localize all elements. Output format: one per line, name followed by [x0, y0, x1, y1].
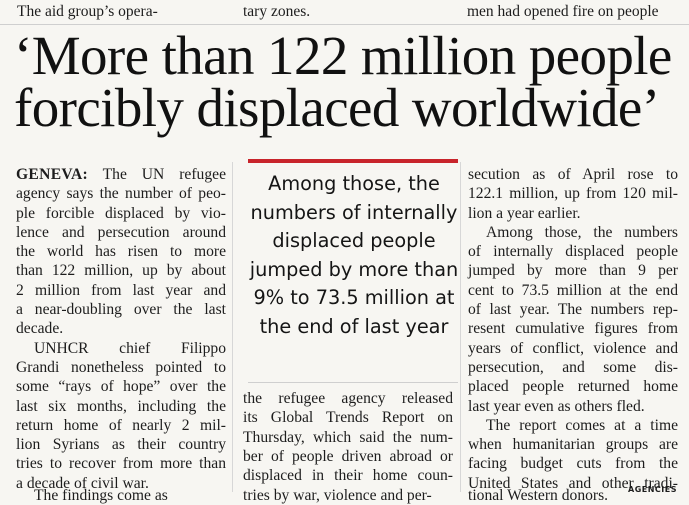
text-line: tries to recover from more than: [16, 455, 226, 473]
text-line: facing budget cuts from the: [468, 455, 678, 473]
para-1: GENEVA: The UN refugee: [16, 165, 226, 184]
text-line: placed people returned home: [468, 378, 678, 396]
text-line: Among those, the numbers: [486, 223, 678, 241]
text-line: secution as of April rose to: [468, 166, 678, 183]
text-line: decade.: [16, 320, 64, 338]
text-line: last year even as others fled.: [468, 397, 645, 415]
text-line: Grandi nonetheless pointed to: [16, 358, 226, 376]
text-line: last six months, including the: [16, 397, 226, 415]
article-column-2: the refugee agency released its Global T…: [243, 389, 453, 485]
article-column-1: GENEVA: The UN refugee agency says the n…: [16, 165, 226, 493]
text-line: 2 million from last year and: [16, 281, 226, 299]
text-line: jumped by more than 9 per: [468, 262, 678, 280]
agency-credit: AGENCIES: [628, 485, 677, 494]
article-column-3: secution as of April rose to 122.1 milli…: [468, 165, 678, 493]
text-line: ber of people driven abroad or: [243, 447, 453, 465]
pull-quote-rule: [248, 159, 458, 163]
text-line: of internally displaced people: [468, 243, 678, 261]
pull-quote-bottom-rule: [248, 382, 458, 383]
text-line: resent cumulative figures from: [468, 320, 678, 338]
text-line: ple forcible displaced by vio-: [16, 204, 226, 222]
headline: ‘More than 122 million people forcibly d…: [14, 25, 672, 138]
text-line: lion Syrians as their country: [16, 436, 226, 454]
text-line: a near-doubling over the last: [16, 301, 226, 319]
cut-off-line: tional Western donors.: [468, 487, 609, 504]
prev-article-text-middle: tary zones.: [243, 3, 311, 20]
text-line: persecution, and some dis-: [468, 358, 678, 376]
text-line: years of conflict, violence and: [468, 339, 678, 357]
column-divider: [460, 162, 461, 492]
text-line: some “rays of hope” over the: [16, 378, 226, 396]
text-line: cent to 73.5 million at the end: [468, 281, 678, 299]
text-line: than 122 million, up by about: [16, 262, 226, 280]
text-line: 122.1 million, up from 120 mil-: [468, 185, 678, 203]
column-divider: [232, 162, 233, 492]
dateline: GENEVA:: [16, 166, 88, 183]
cut-off-line: The findings come as: [34, 487, 168, 504]
text-line: return home of nearly 2 mil-: [16, 416, 226, 434]
text-line: displaced in their home coun-: [243, 467, 453, 485]
section-divider: [0, 24, 689, 25]
text-line: when humanitarian groups are: [468, 436, 678, 454]
cut-off-line: tries by war, violence and per-: [243, 487, 432, 504]
text-line: the refugee agency released: [243, 390, 453, 407]
text-line: a decade of civil war.: [16, 474, 149, 492]
text-line: of last year. The numbers rep-: [468, 301, 678, 319]
text-line: its Global Trends Report on: [243, 409, 453, 427]
text-line: agency says the number of peo-: [16, 185, 226, 203]
text-line: UNHCR chief Filippo: [34, 339, 226, 357]
text-line: The report comes at a time: [486, 416, 678, 434]
text-line: The UN refugee: [88, 166, 226, 183]
text-line: the world has risen to more: [16, 243, 226, 261]
text-line: United States and other tradi-: [468, 474, 678, 492]
prev-article-text-left: The aid group’s opera-: [17, 3, 158, 20]
text-line: lence and persecution around: [16, 223, 226, 241]
text-line: lion a year earlier.: [468, 204, 581, 222]
pull-quote: Among those, the numbers of internally d…: [249, 172, 459, 338]
prev-article-text-right: men had opened fire on people: [467, 3, 659, 20]
text-line: Thursday, which said the num-: [243, 428, 453, 446]
